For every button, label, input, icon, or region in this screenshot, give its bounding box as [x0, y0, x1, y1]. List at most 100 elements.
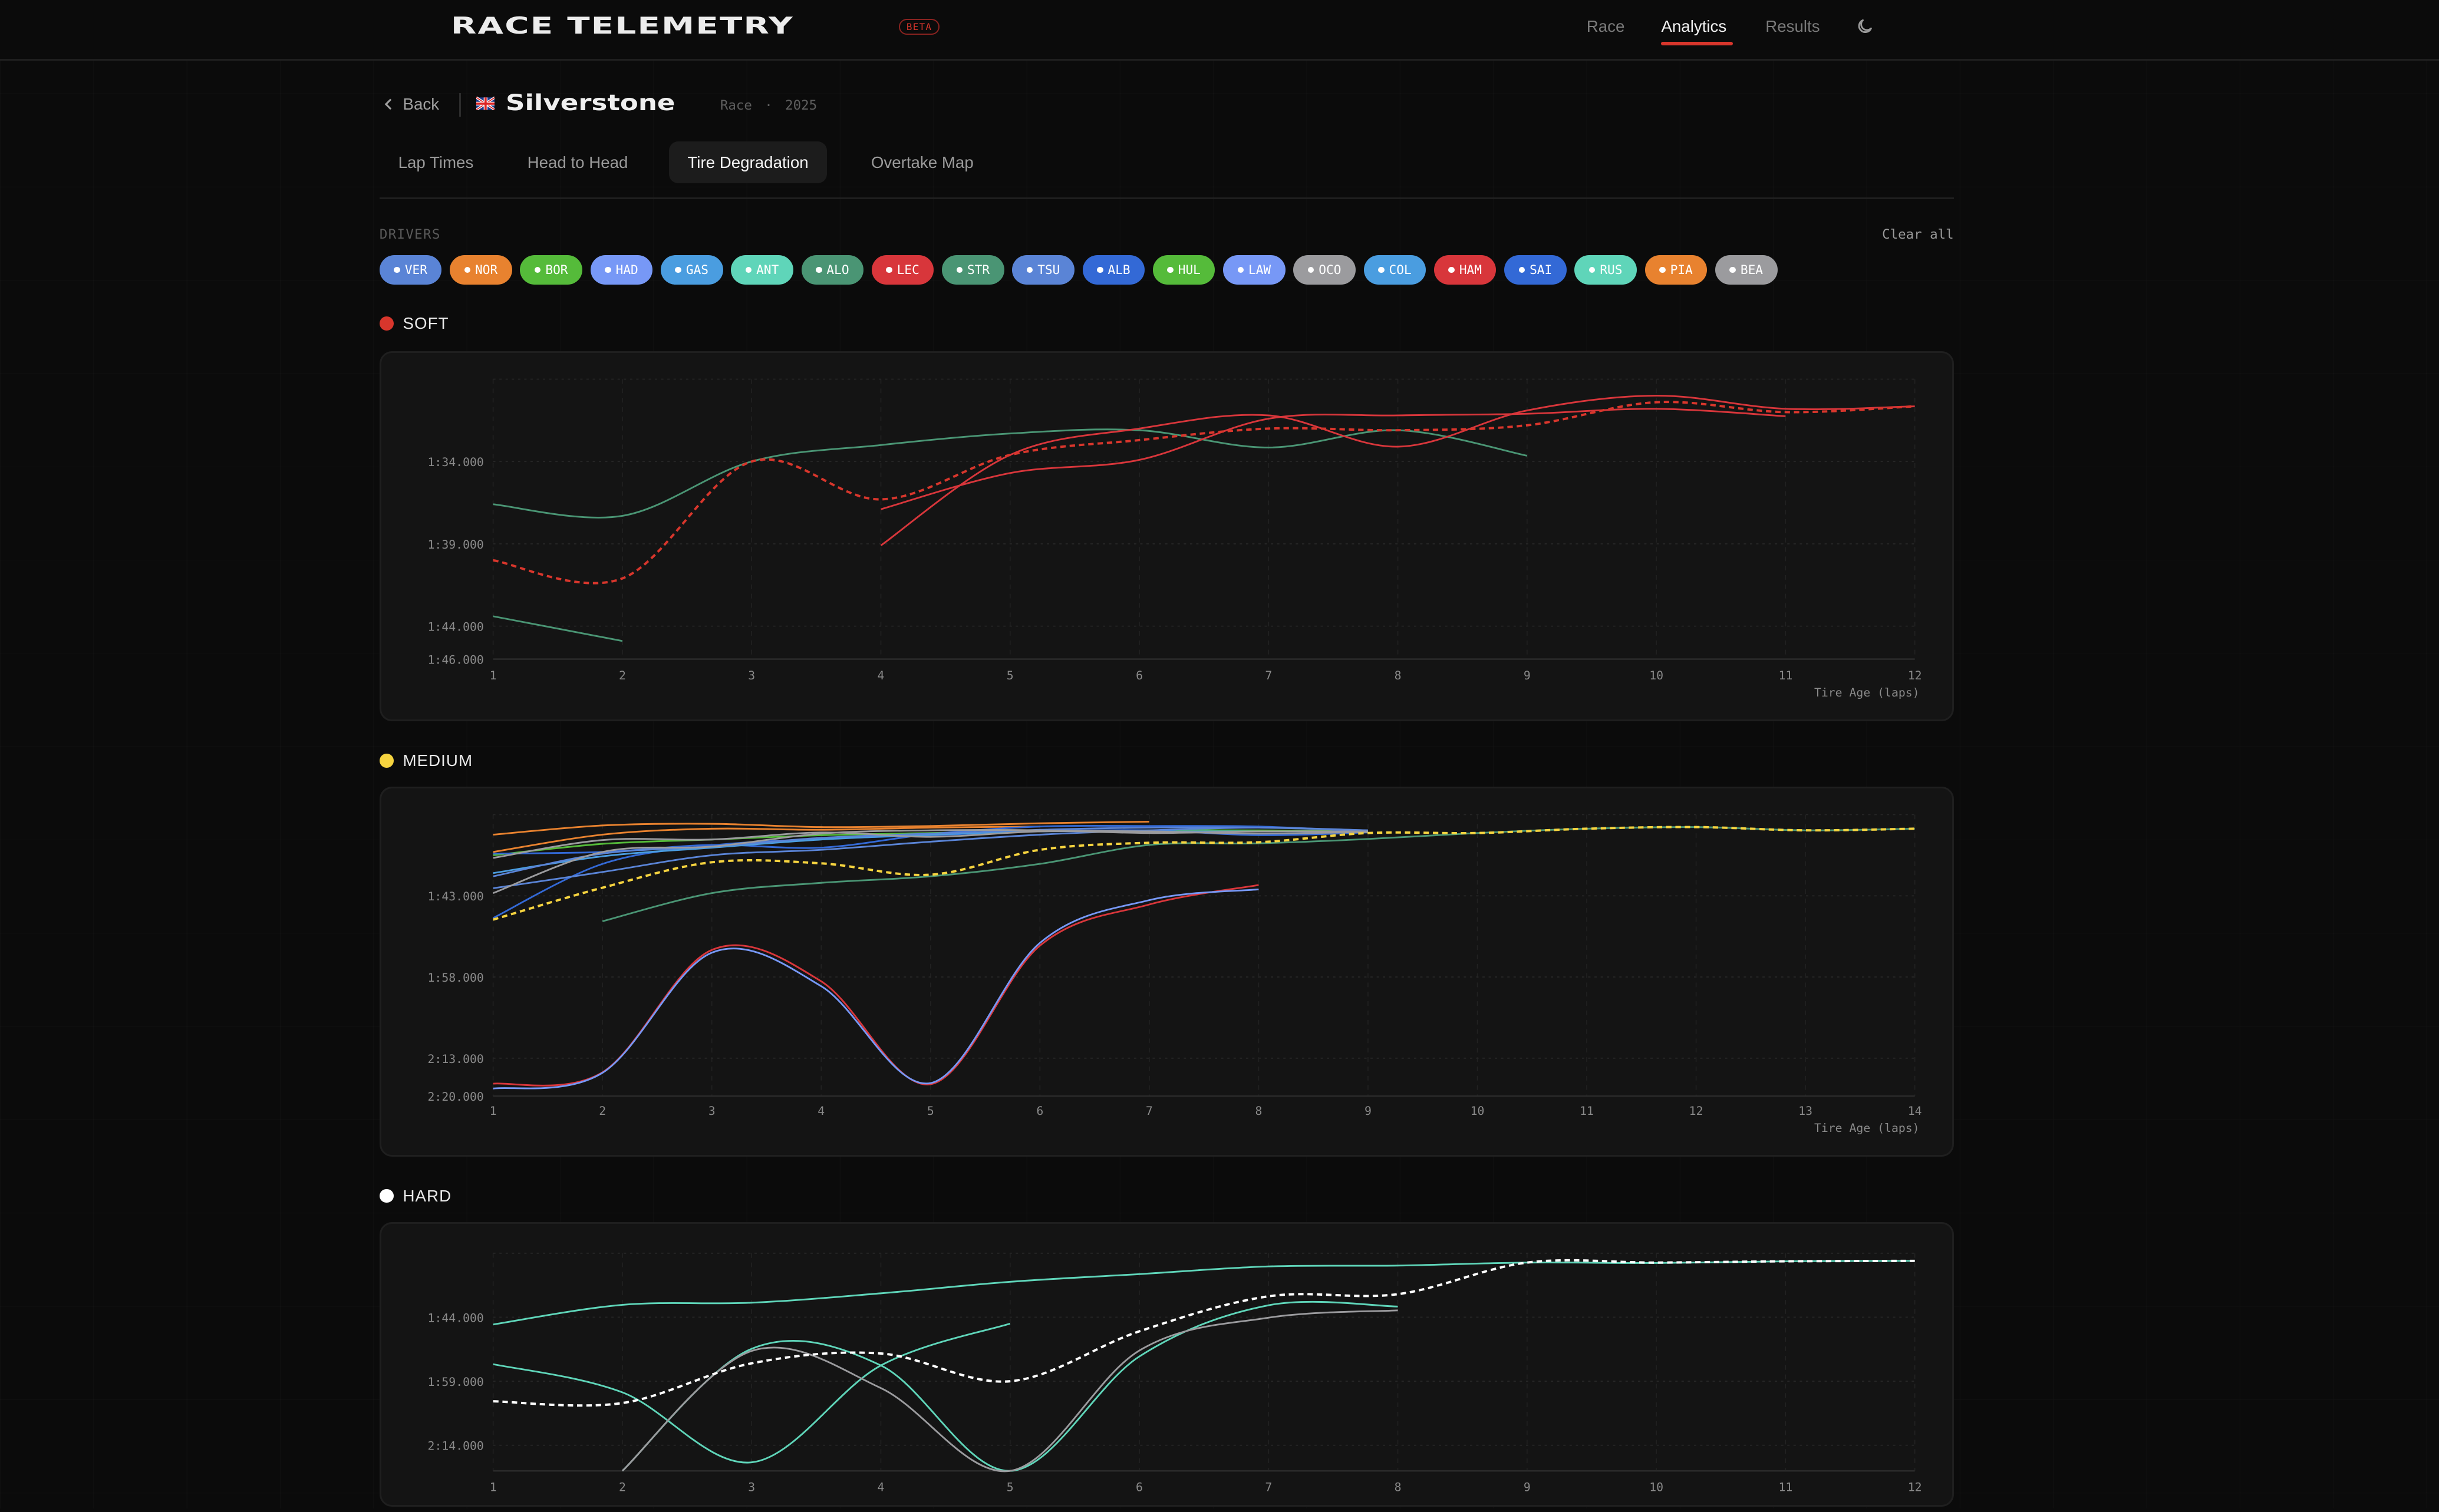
- chip-dot-icon: [464, 266, 471, 273]
- x-tick-label: 7: [1146, 1104, 1153, 1118]
- driver-chip-gas[interactable]: GAS: [660, 255, 723, 285]
- section-hard: HARD: [379, 1187, 451, 1206]
- driver-series-line[interactable]: [493, 615, 623, 642]
- chip-dot-icon: [394, 266, 400, 273]
- driver-chip-sai[interactable]: SAI: [1504, 255, 1567, 285]
- driver-chip-str[interactable]: STR: [942, 255, 1004, 285]
- driver-chip-ham[interactable]: HAM: [1433, 255, 1497, 285]
- x-tick-label: 14: [1908, 1104, 1922, 1118]
- average-series-line[interactable]: [492, 826, 1915, 921]
- x-tick-label: 11: [1580, 1104, 1594, 1118]
- chip-dot-icon: [815, 266, 822, 273]
- driver-chip-bor[interactable]: BOR: [520, 255, 582, 285]
- average-series-line[interactable]: [493, 401, 1915, 585]
- clear-all-button[interactable]: Clear all: [1882, 227, 1954, 243]
- back-label: Back: [403, 94, 440, 113]
- driver-series-line[interactable]: [880, 395, 1915, 547]
- chip-label: ANT: [756, 262, 779, 278]
- chip-label: HUL: [1178, 262, 1201, 278]
- meta-separator: ·: [764, 98, 773, 114]
- driver-series-line[interactable]: [493, 428, 1528, 519]
- x-tick-label: 1: [490, 1481, 497, 1494]
- driver-chip-oco[interactable]: OCO: [1293, 255, 1356, 285]
- moon-icon[interactable]: [1855, 17, 1874, 36]
- driver-chip-hul[interactable]: HUL: [1152, 255, 1215, 285]
- x-tick-label: 13: [1798, 1104, 1812, 1118]
- soft-chart: 1 2 3 4 5 6 7 8 9 10 11 121:34.0001:39.0001:44.0001…: [427, 378, 1921, 699]
- x-tick-label: 8: [1255, 1104, 1262, 1118]
- chip-label: RUS: [1600, 262, 1623, 278]
- x-axis-title: Tire Age (laps): [1814, 686, 1920, 699]
- session-type: Race: [720, 98, 752, 114]
- y-tick-label: 1:46.000: [427, 653, 483, 667]
- tab-overtake-map[interactable]: Overtake Map: [871, 153, 974, 172]
- x-tick-label: 1: [490, 1104, 497, 1118]
- driver-chip-nor[interactable]: NOR: [450, 255, 512, 285]
- driver-chip-bea[interactable]: BEA: [1715, 255, 1778, 285]
- chip-label: GAS: [685, 262, 709, 278]
- chip-dot-icon: [1167, 266, 1174, 273]
- medium-chart: 1 2 3 4 5 6 7 8 9 10 11 12 13 141:43.0001:58.0002:13.…: [427, 814, 1922, 1135]
- driver-chip-tsu[interactable]: TSU: [1012, 255, 1075, 285]
- driver-series-line[interactable]: [493, 830, 1368, 859]
- drivers-label: DRIVERS: [379, 227, 441, 243]
- tab-lap-times[interactable]: Lap Times: [398, 153, 474, 172]
- nav-results[interactable]: Results: [1765, 17, 1820, 36]
- tab-head-to-head[interactable]: Head to Head: [527, 153, 628, 172]
- x-tick-label: 2: [619, 1481, 626, 1494]
- back-button[interactable]: Back: [383, 95, 439, 114]
- x-tick-label: 8: [1395, 1481, 1402, 1494]
- nav-analytics[interactable]: Analytics: [1661, 17, 1727, 36]
- hard-compound-dot: [379, 1189, 394, 1203]
- top-header: [0, 0, 2439, 61]
- x-tick-label: 2: [619, 669, 626, 682]
- driver-chip-rus[interactable]: RUS: [1574, 255, 1637, 285]
- driver-series-line[interactable]: [493, 1260, 1915, 1326]
- y-tick-label: 1:39.000: [427, 538, 483, 552]
- app-logo[interactable]: RACE TELEMETRY: [451, 12, 795, 40]
- driver-chip-alb[interactable]: ALB: [1082, 255, 1145, 285]
- tabs-divider: [379, 197, 1954, 200]
- driver-series-line[interactable]: [493, 884, 1259, 1087]
- chip-label: LEC: [897, 262, 919, 278]
- x-tick-label: 4: [877, 669, 884, 682]
- driver-series-line[interactable]: [493, 826, 1040, 853]
- beta-badge: BETA: [899, 18, 940, 35]
- driver-chip-ant[interactable]: ANT: [731, 255, 793, 285]
- chip-dot-icon: [605, 266, 611, 273]
- driver-chip-alo[interactable]: ALO: [801, 255, 864, 285]
- soft-compound-dot: [379, 316, 394, 331]
- driver-series-line[interactable]: [493, 829, 1368, 894]
- y-tick-label: 1:59.000: [427, 1375, 483, 1389]
- nav-race[interactable]: Race: [1586, 17, 1625, 36]
- y-tick-label: 1:58.000: [427, 971, 483, 985]
- chip-label: COL: [1389, 262, 1412, 278]
- chip-label: HAM: [1459, 262, 1482, 278]
- average-series-line[interactable]: [493, 1259, 1915, 1407]
- x-tick-label: 5: [1007, 669, 1014, 682]
- driver-series-line[interactable]: [880, 408, 1786, 511]
- driver-chip-law[interactable]: LAW: [1223, 255, 1286, 285]
- driver-series-line[interactable]: [493, 889, 1259, 1090]
- x-tick-label: 9: [1524, 1481, 1531, 1494]
- driver-chip-had[interactable]: HAD: [590, 255, 653, 285]
- chip-dot-icon: [675, 266, 681, 273]
- driver-chip-list: VER NOR BOR HAD GAS ANT ALO LEC STR TSU ALB HUL LAW O…: [379, 255, 1778, 285]
- driver-series-line[interactable]: [493, 1323, 1011, 1464]
- driver-chip-lec[interactable]: LEC: [871, 255, 934, 285]
- driver-chip-col[interactable]: COL: [1363, 255, 1426, 285]
- section-title: SOFT: [403, 314, 449, 333]
- driver-chip-pia[interactable]: PIA: [1644, 255, 1708, 285]
- chip-dot-icon: [1448, 266, 1455, 273]
- driver-series-line[interactable]: [493, 821, 1149, 836]
- driver-chip-ver[interactable]: VER: [379, 255, 442, 285]
- y-tick-label: 1:43.000: [427, 890, 483, 904]
- driver-series-line[interactable]: [621, 1309, 1398, 1473]
- tab-tire-degradation[interactable]: Tire Degradation: [668, 141, 828, 184]
- chip-dot-icon: [745, 266, 752, 273]
- chip-dot-icon: [886, 266, 892, 273]
- y-tick-label: 1:34.000: [427, 456, 483, 470]
- driver-series-line[interactable]: [493, 826, 1368, 877]
- chip-label: VER: [404, 262, 427, 278]
- chip-dot-icon: [1378, 266, 1385, 273]
